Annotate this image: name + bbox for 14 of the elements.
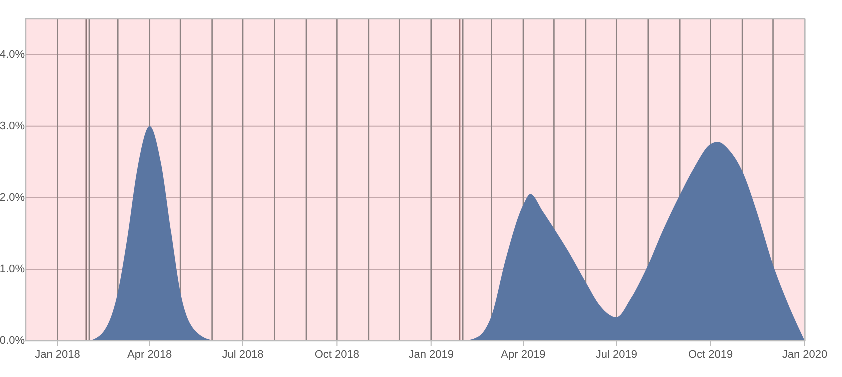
y-tick-label: 2.0% (0, 192, 26, 204)
x-tick-label: Jan 2019 (408, 349, 454, 361)
x-tick-label: Jan 2018 (35, 349, 80, 361)
x-tick-label: Apr 2019 (501, 349, 546, 361)
x-tick-label: Apr 2018 (128, 349, 172, 361)
y-tick-label: 4.0% (0, 48, 26, 61)
x-tick-label: Oct 2019 (688, 349, 734, 361)
y-tick-label: 1.0% (0, 263, 26, 276)
y-tick-label: 3.0% (0, 120, 26, 132)
x-tick-label: Jan 2020 (782, 349, 828, 361)
y-tick-label: 0.0% (0, 335, 26, 347)
x-tick-label: Jul 2018 (222, 349, 264, 361)
x-tick-label: Oct 2018 (314, 349, 360, 361)
x-tick-label: Jul 2019 (596, 349, 638, 361)
